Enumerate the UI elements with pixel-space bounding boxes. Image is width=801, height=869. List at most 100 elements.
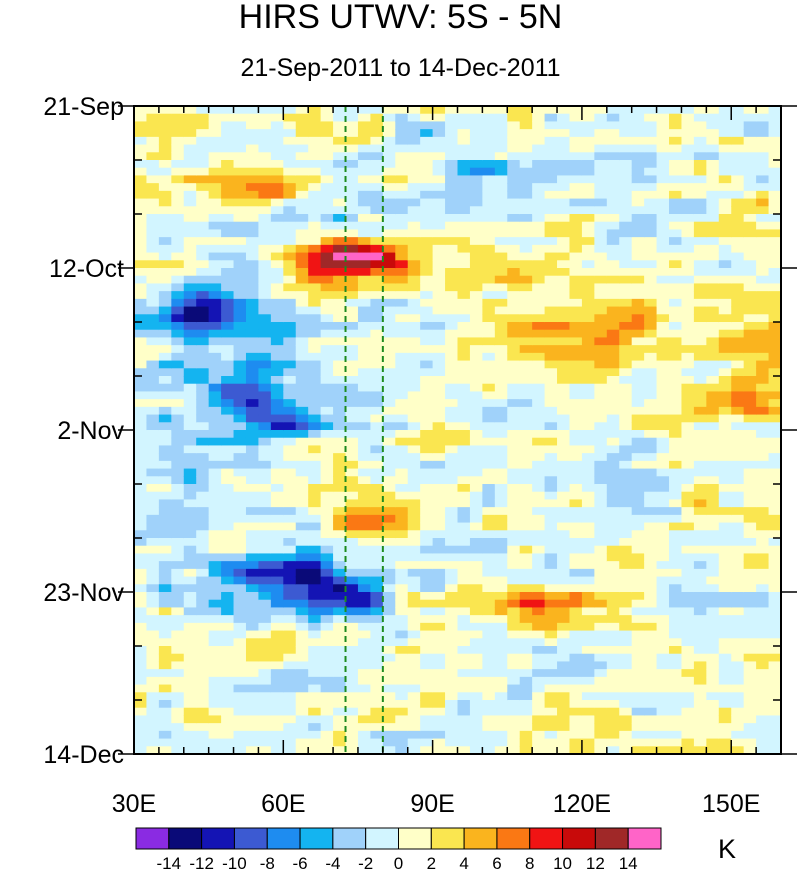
heatmap-cell (644, 646, 658, 655)
heatmap-cell (333, 630, 347, 639)
heatmap-cell (581, 275, 595, 285)
heatmap-cell (370, 730, 384, 740)
heatmap-cell (370, 237, 384, 246)
heatmap-cell (283, 707, 297, 717)
heatmap-cell (768, 622, 781, 632)
heatmap-cell (295, 592, 309, 601)
heatmap-cell (171, 545, 185, 555)
heatmap-cell (756, 190, 770, 200)
heatmap-cell (270, 376, 284, 385)
heatmap-cell (370, 453, 384, 462)
heatmap-cell (644, 283, 658, 292)
heatmap-cell (258, 167, 272, 177)
heatmap-cell (619, 638, 633, 647)
heatmap-cell (669, 460, 683, 470)
heatmap-cell (507, 484, 521, 493)
heatmap-cell (768, 692, 781, 701)
heatmap-cell (656, 730, 670, 740)
heatmap-cell (519, 152, 533, 161)
heatmap-cell (308, 669, 322, 678)
heatmap-cell (283, 183, 297, 192)
heatmap-cell (718, 730, 732, 740)
heatmap-cell (482, 476, 496, 485)
heatmap-cell (221, 183, 235, 192)
heatmap-cell (656, 700, 670, 709)
heatmap-cell (245, 252, 260, 261)
heatmap-cell (407, 723, 421, 732)
heatmap-cell (756, 314, 770, 323)
heatmap-cell (171, 414, 185, 423)
heatmap-cell (407, 214, 421, 223)
heatmap-cell (407, 445, 421, 454)
heatmap-cell (457, 553, 471, 562)
heatmap-cell (669, 484, 683, 493)
heatmap-cell (756, 352, 770, 362)
heatmap-cell (631, 638, 645, 647)
heatmap-cell (158, 322, 172, 331)
heatmap-cell (606, 252, 620, 261)
heatmap-cell (233, 730, 247, 740)
heatmap-cell (308, 391, 322, 400)
heatmap-cell (171, 669, 185, 678)
heatmap-cell (457, 121, 471, 130)
heatmap-cell (544, 707, 558, 717)
heatmap-cell (320, 507, 334, 516)
heatmap-cell (718, 499, 732, 508)
heatmap-cell (532, 244, 546, 254)
heatmap-cell (320, 561, 334, 570)
heatmap-cell (557, 430, 571, 439)
heatmap-cell (370, 653, 384, 663)
heatmap-cell (532, 190, 546, 200)
heatmap-cell (134, 260, 148, 269)
heatmap-cell (295, 746, 309, 754)
heatmap-cell (756, 167, 770, 177)
heatmap-cell (569, 160, 583, 169)
heatmap-cell (308, 661, 322, 670)
heatmap-cell (544, 476, 558, 485)
heatmap-cell (669, 298, 683, 308)
heatmap-cell (333, 206, 347, 215)
heatmap-cell (457, 530, 471, 539)
heatmap-cell (270, 522, 284, 531)
heatmap-cell (158, 484, 172, 493)
heatmap-cell (445, 152, 459, 161)
heatmap-cell (245, 700, 260, 709)
x-tick-label: 120E (553, 790, 611, 818)
heatmap-cell (656, 499, 670, 508)
heatmap-cell (557, 545, 571, 555)
heatmap-cell (569, 599, 583, 609)
heatmap-cell (382, 669, 396, 678)
heatmap-cell (171, 568, 185, 578)
heatmap-cell (519, 684, 533, 693)
heatmap-cell (644, 129, 658, 138)
heatmap-cell (233, 576, 247, 585)
heatmap-cell (432, 723, 446, 732)
heatmap-cell (370, 314, 384, 323)
heatmap-cell (134, 190, 148, 200)
heatmap-cell (457, 298, 471, 308)
heatmap-cell (631, 291, 645, 300)
heatmap-cell (345, 229, 359, 238)
heatmap-cell (357, 322, 371, 331)
heatmap-cell (718, 538, 732, 547)
heatmap-cell (569, 167, 583, 177)
heatmap-cell (756, 298, 770, 308)
heatmap-cell (407, 252, 421, 261)
heatmap-cell (233, 615, 247, 624)
heatmap-cell (357, 476, 371, 485)
heatmap-cell (158, 152, 172, 161)
heatmap-cell (693, 514, 707, 524)
heatmap-cell (308, 499, 322, 508)
heatmap-cell (308, 167, 322, 177)
heatmap-cell (669, 345, 683, 354)
heatmap-cell (731, 121, 745, 130)
heatmap-cell (619, 561, 633, 570)
heatmap-cell (756, 669, 770, 678)
heatmap-cell (395, 144, 409, 153)
heatmap-cell (532, 622, 546, 632)
heatmap-cell (594, 530, 608, 539)
heatmap-cell (494, 661, 508, 670)
heatmap-cell (270, 538, 284, 547)
heatmap-cell (258, 244, 272, 254)
heatmap-cell (718, 298, 732, 308)
